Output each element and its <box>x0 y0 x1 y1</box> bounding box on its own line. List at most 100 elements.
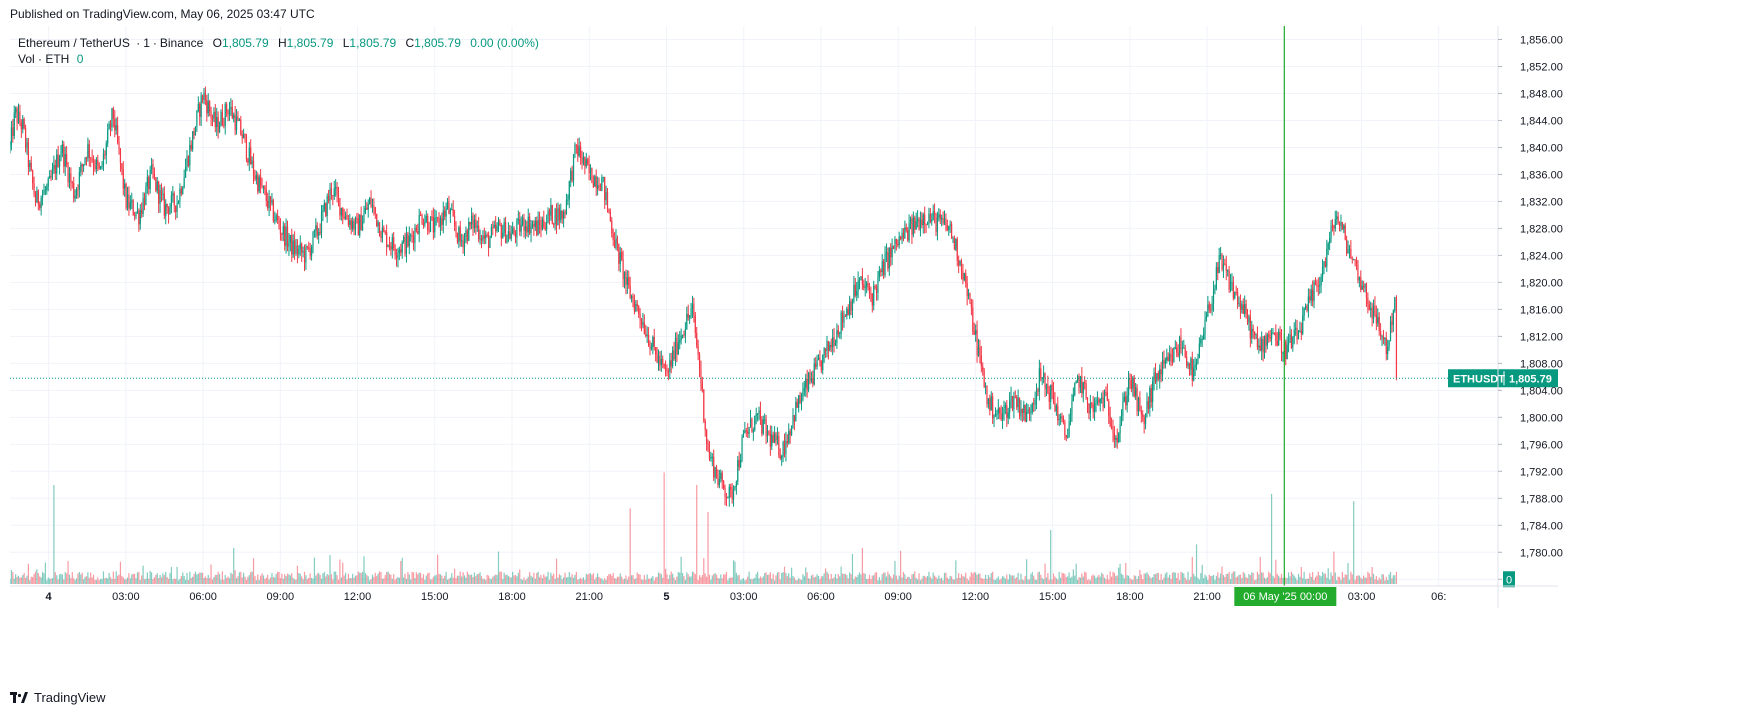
volume-bar <box>366 575 368 584</box>
volume-bar <box>1170 578 1172 584</box>
volume-bar <box>1246 578 1249 584</box>
volume-bar <box>1180 571 1182 584</box>
candle-body <box>356 217 358 219</box>
volume-bar <box>670 571 672 584</box>
volume-bar <box>795 580 797 584</box>
candle-body <box>258 176 260 192</box>
candle-body <box>162 193 164 195</box>
candle-body <box>312 231 314 247</box>
candle-body <box>49 175 51 179</box>
candle-body <box>184 167 187 178</box>
volume-bar <box>924 575 926 584</box>
volume-bar <box>564 572 566 584</box>
candle-body <box>1278 331 1280 346</box>
candle-body <box>495 224 497 232</box>
volume-bar <box>1126 575 1128 584</box>
candle-body <box>347 219 350 225</box>
candle-body <box>1178 337 1181 357</box>
candle-body <box>80 164 82 172</box>
volume-bar <box>761 577 763 584</box>
candle-body <box>81 164 83 167</box>
candle-body <box>1242 304 1244 314</box>
candle-body <box>374 207 376 214</box>
volume-bar <box>679 572 681 584</box>
candle-body <box>740 459 742 467</box>
volume-bar <box>108 572 110 584</box>
candle-body <box>101 165 103 167</box>
candle-body <box>1300 330 1302 334</box>
candle-body <box>252 160 255 176</box>
candle-body <box>655 347 657 355</box>
candle-body <box>274 220 276 222</box>
volume-bar <box>616 576 619 584</box>
volume-bar <box>480 576 483 584</box>
volume-bar <box>1187 571 1189 584</box>
volume-bar <box>1125 563 1127 584</box>
volume-bar <box>864 573 866 584</box>
volume-bar <box>1391 578 1393 584</box>
candle-body <box>400 249 402 253</box>
x-axis-tick-label: 21:00 <box>1193 591 1221 603</box>
volume-bar <box>461 576 463 584</box>
volume-bar <box>941 577 943 584</box>
candle-body <box>999 407 1001 414</box>
candle-body <box>993 416 995 419</box>
volume-bar <box>1110 576 1113 584</box>
volume-bar <box>44 562 46 584</box>
candle-body <box>411 235 413 237</box>
volume-bar <box>1147 574 1149 584</box>
candle-body <box>367 204 369 210</box>
volume-bar <box>553 573 555 584</box>
candle-body <box>1163 359 1165 364</box>
legend-symbol[interactable]: Ethereum / TetherUS <box>18 36 130 50</box>
volume-bar <box>153 577 156 584</box>
volume-bar <box>925 577 927 584</box>
candle-body <box>895 238 897 244</box>
candle-body <box>1106 392 1108 402</box>
volume-bar <box>1033 575 1035 584</box>
volume-bar <box>361 571 364 584</box>
legend-close-value: 1,805.79 <box>414 36 461 50</box>
candle-body <box>83 164 85 167</box>
chart-area[interactable]: 06 May '25 00:00 ETHUSDT 1,805.79 0 1,856.0… <box>10 26 1755 656</box>
candle-body <box>34 194 37 203</box>
volume-bar <box>1375 576 1377 584</box>
volume-bar <box>1327 568 1329 584</box>
volume-bar <box>312 578 314 584</box>
candle-body <box>302 250 304 253</box>
volume-bar <box>138 571 140 584</box>
candle-body <box>1229 282 1232 290</box>
candle-body <box>602 177 604 179</box>
candle-body <box>1093 403 1096 412</box>
volume-bar <box>469 575 471 584</box>
volume-bar <box>145 578 147 584</box>
volume-bar <box>1344 574 1346 584</box>
candle-body <box>361 221 364 231</box>
volume-bar <box>832 578 834 584</box>
candle-body <box>686 313 688 329</box>
candle-body <box>70 173 72 183</box>
volume-bar <box>435 574 437 584</box>
volume-bar <box>1228 572 1230 584</box>
candle-body <box>330 188 333 196</box>
volume-bar <box>470 574 473 584</box>
candle-body <box>1099 398 1101 403</box>
candle-body <box>548 210 551 216</box>
candle-body <box>1139 397 1141 411</box>
volume-bar <box>459 571 461 584</box>
volume-bar <box>575 571 577 584</box>
volume-bar <box>1077 579 1079 584</box>
candle-body <box>277 215 279 220</box>
volume-bar <box>1161 579 1164 584</box>
candle-body <box>873 285 875 306</box>
candle-body <box>550 205 552 216</box>
candle-body <box>619 252 621 264</box>
tradingview-logo[interactable]: TradingView <box>10 690 106 705</box>
candle-body <box>1296 328 1298 340</box>
volume-bar <box>523 577 525 584</box>
candle-body <box>949 224 951 226</box>
volume-bar <box>23 573 25 584</box>
volume-bar <box>177 580 180 584</box>
candle-body <box>262 186 265 188</box>
